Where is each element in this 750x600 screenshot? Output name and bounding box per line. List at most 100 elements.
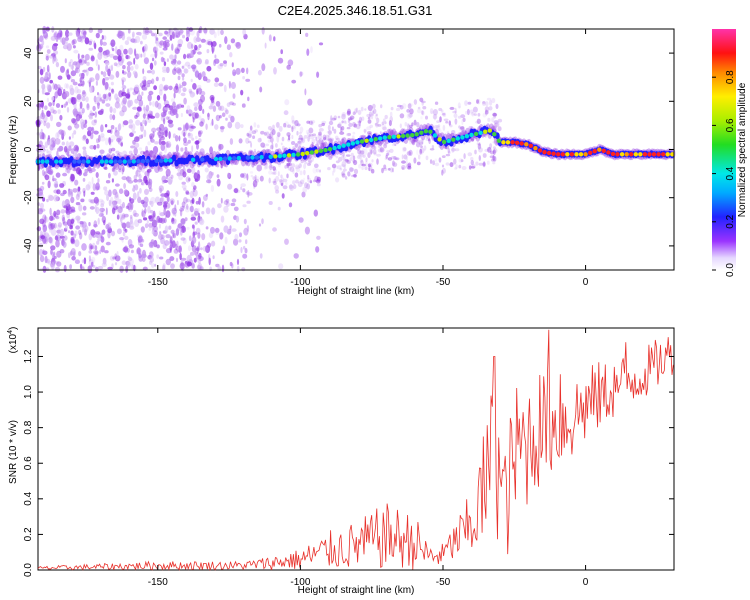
noise-blob — [235, 67, 241, 75]
noise-blob — [482, 162, 486, 168]
noise-blob — [74, 123, 80, 129]
noise-blob — [105, 241, 111, 246]
noise-blob — [342, 155, 347, 161]
snr-exponent-label: (x104) — [7, 327, 19, 354]
ridge-core — [190, 157, 196, 162]
noise-blob — [85, 184, 91, 191]
noise-blob — [82, 80, 85, 86]
noise-blob — [82, 134, 87, 140]
noise-blob — [420, 145, 423, 148]
noise-blob — [191, 236, 197, 244]
noise-blob — [162, 264, 166, 271]
noise-blob — [293, 184, 297, 190]
noise-blob — [275, 189, 280, 194]
noise-blob — [160, 237, 165, 245]
noise-blob — [104, 250, 109, 254]
noise-blob — [123, 227, 126, 232]
noise-blob — [331, 117, 337, 121]
noise-blob — [142, 76, 147, 81]
noise-blob — [357, 149, 362, 155]
noise-blob — [347, 117, 353, 121]
ridge-core — [437, 137, 442, 142]
noise-blob — [418, 154, 421, 160]
noise-blob — [63, 205, 67, 209]
ridge-core — [72, 159, 77, 164]
ridge-core — [350, 141, 356, 146]
noise-blob — [184, 260, 188, 264]
noise-blob — [224, 36, 228, 45]
noise-blob — [341, 173, 346, 178]
noise-blob — [137, 218, 143, 224]
noise-blob — [452, 110, 457, 114]
noise-blob — [62, 221, 68, 226]
noise-blob — [414, 139, 420, 143]
noise-blob — [151, 69, 156, 75]
noise-blob — [245, 137, 250, 144]
noise-blob — [154, 263, 157, 267]
noise-blob — [104, 86, 107, 91]
noise-blob — [440, 132, 445, 138]
noise-blob — [454, 118, 458, 125]
noise-blob — [95, 59, 99, 67]
noise-blob — [161, 180, 165, 184]
noise-blob — [39, 242, 44, 248]
noise-blob — [48, 195, 54, 201]
noise-blob — [182, 76, 185, 81]
noise-blob — [156, 201, 163, 206]
noise-blob — [82, 90, 86, 95]
noise-blob — [192, 217, 197, 221]
noise-blob — [142, 119, 146, 124]
noise-blob — [421, 100, 426, 104]
noise-blob — [110, 230, 116, 237]
noise-blob — [245, 191, 249, 195]
noise-blob — [232, 102, 236, 106]
noise-blob — [125, 55, 131, 60]
ridge-core — [318, 148, 324, 153]
noise-blob — [305, 32, 309, 38]
noise-blob — [370, 113, 374, 120]
noise-blob — [476, 99, 479, 104]
noise-blob — [330, 115, 333, 122]
noise-blob — [98, 213, 105, 218]
noise-blob — [42, 25, 47, 34]
noise-blob — [419, 97, 424, 103]
noise-blob — [200, 118, 205, 124]
colorbar-tick-label: 0.4 — [725, 166, 736, 180]
noise-blob — [464, 100, 468, 106]
noise-blob — [329, 137, 334, 142]
noise-blob — [364, 166, 368, 171]
noise-blob — [60, 65, 65, 73]
ridge-core — [588, 150, 593, 155]
noise-blob — [148, 119, 152, 123]
noise-blob — [350, 152, 354, 157]
noise-blob — [196, 30, 200, 38]
noise-blob — [146, 79, 153, 85]
noise-blob — [42, 66, 46, 72]
noise-blob — [121, 100, 127, 107]
noise-blob — [57, 109, 61, 114]
noise-blob — [478, 155, 481, 161]
noise-blob — [179, 252, 182, 261]
noise-blob — [198, 44, 202, 48]
noise-blob — [412, 139, 416, 143]
noise-blob — [198, 196, 201, 205]
noise-blob — [197, 88, 203, 92]
noise-blob — [250, 174, 253, 178]
noise-blob — [339, 167, 343, 171]
noise-blob — [99, 149, 105, 155]
noise-blob — [358, 120, 361, 127]
noise-blob — [215, 100, 221, 107]
noise-blob — [97, 102, 100, 110]
noise-blob — [51, 43, 58, 52]
noise-blob — [138, 99, 144, 107]
noise-blob — [141, 180, 145, 186]
ridge-core — [364, 138, 369, 143]
noise-blob — [141, 168, 145, 173]
noise-blob — [173, 92, 176, 99]
noise-blob — [204, 167, 209, 173]
noise-blob — [158, 83, 164, 92]
ridge-core — [514, 140, 520, 145]
noise-blob — [85, 68, 89, 77]
